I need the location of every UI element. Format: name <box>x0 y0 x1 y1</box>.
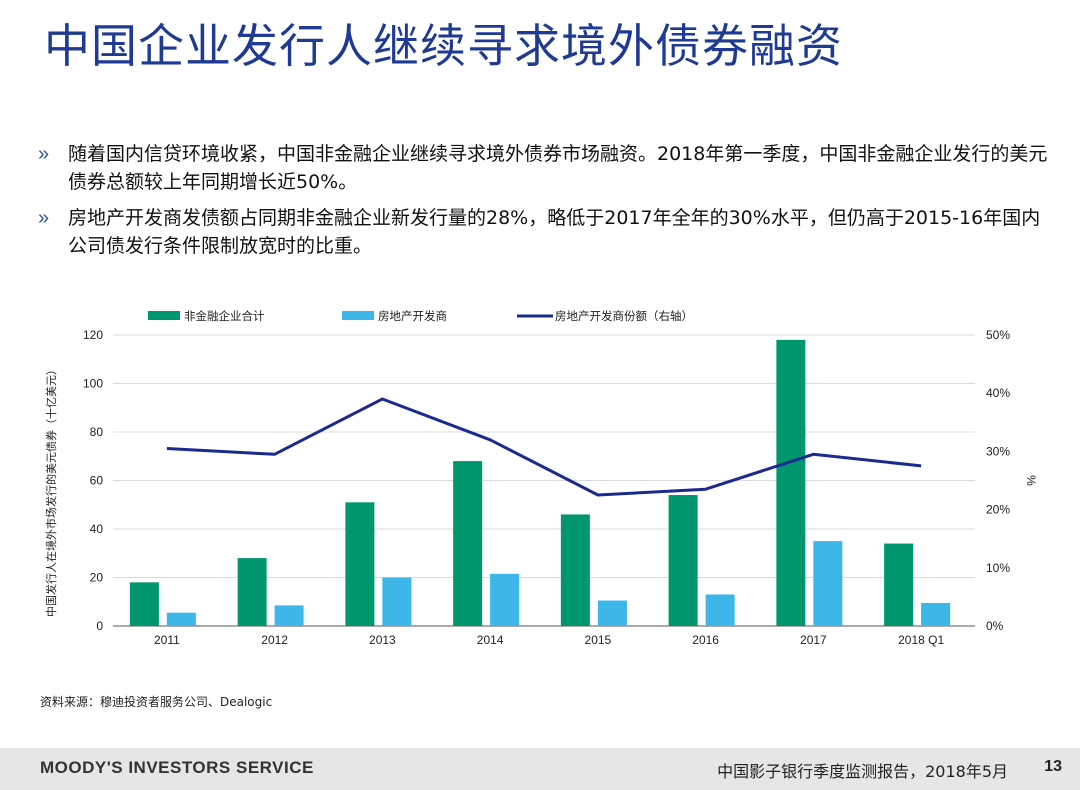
page-number: 13 <box>1044 758 1062 775</box>
bar-nonfinancial-total <box>453 461 483 626</box>
x-tick-label: 2011 <box>154 633 180 647</box>
x-tick-label: 2016 <box>692 633 719 647</box>
x-tick-label: 2012 <box>261 633 288 647</box>
bullet-text: 房地产开发商发债额占同期非金融企业新发行量的28%，略低于2017年全年的30%… <box>68 207 1041 257</box>
bullet-marker: » <box>38 207 50 229</box>
bar-property-developers <box>921 602 951 626</box>
y-right-tick-label: 50% <box>986 328 1010 342</box>
bar-property-developers <box>274 605 304 626</box>
y-tick-label: 0 <box>96 619 103 633</box>
bullet-marker: » <box>38 143 50 165</box>
x-tick-label: 2015 <box>585 633 612 647</box>
bullet-item: » 房地产开发商发债额占同期非金融企业新发行量的28%，略低于2017年全年的3… <box>38 204 1058 260</box>
y-right-tick-label: 30% <box>986 444 1010 458</box>
page-title: 中国企业发行人继续寻求境外债券融资 <box>44 19 843 73</box>
bar-property-developers <box>490 573 520 626</box>
bar-nonfinancial-total <box>884 543 914 626</box>
bar-property-developers <box>597 600 627 626</box>
footer-brand: MOODY'S INVESTORS SERVICE <box>40 758 314 777</box>
footer-report-title: 中国影子银行季度监测报告，2018年5月 <box>717 762 1008 781</box>
legend-label: 房地产开发商份额（右轴） <box>555 309 693 323</box>
x-tick-label: 2018 Q1 <box>898 633 944 647</box>
bar-nonfinancial-total <box>237 558 267 626</box>
bullet-list: » 随着国内信贷环境收紧，中国非金融企业继续寻求境外债券市场融资。2018年第一… <box>38 140 1058 268</box>
source-note: 资料来源：穆迪投资者服务公司、Dealogic <box>40 695 273 709</box>
y-tick-label: 100 <box>83 377 103 391</box>
y-tick-label: 40 <box>90 522 104 536</box>
y-right-tick-label: 20% <box>986 503 1010 517</box>
bar-property-developers <box>166 612 196 626</box>
bar-nonfinancial-total <box>668 495 698 626</box>
footer-bar: MOODY'S INVESTORS SERVICE 中国影子银行季度监测报告，2… <box>0 748 1080 790</box>
legend-label: 非金融企业合计 <box>184 309 265 323</box>
bar-nonfinancial-total <box>776 339 806 626</box>
bond-issuance-chart: 0 20 40 60 80 100 120 0% 10% 20% 30% 40% 50% 2011 2012… <box>44 309 1038 647</box>
line-developer-share <box>166 397 922 497</box>
bullet-text: 随着国内信贷环境收紧，中国非金融企业继续寻求境外债券市场融资。2018年第一季度… <box>68 143 1048 193</box>
legend-label: 房地产开发商 <box>378 309 447 323</box>
x-tick-label: 2014 <box>477 633 504 647</box>
bar-nonfinancial-total <box>560 514 590 626</box>
bar-property-developers <box>382 577 412 626</box>
legend-swatch <box>148 311 180 320</box>
y-right-axis-title: % <box>1024 475 1038 486</box>
x-tick-label: 2017 <box>800 633 827 647</box>
x-tick-label: 2013 <box>369 633 396 647</box>
bar-property-developers <box>813 541 843 626</box>
bar-nonfinancial-total <box>129 582 159 626</box>
bar-property-developers <box>705 594 735 626</box>
y-right-tick-label: 10% <box>986 561 1010 575</box>
y-axis-title: 中国发行人在境外市场发行的美元债券（十亿美元） <box>44 364 58 617</box>
bullet-item: » 随着国内信贷环境收紧，中国非金融企业继续寻求境外债券市场融资。2018年第一… <box>38 140 1058 196</box>
y-tick-label: 20 <box>90 571 104 585</box>
legend-swatch <box>342 311 374 320</box>
y-right-tick-label: 0% <box>986 619 1004 633</box>
bar-nonfinancial-total <box>345 502 375 626</box>
y-right-tick-label: 40% <box>986 386 1010 400</box>
y-tick-label: 60 <box>90 474 104 488</box>
y-tick-label: 120 <box>83 328 103 342</box>
y-tick-label: 80 <box>90 425 104 439</box>
